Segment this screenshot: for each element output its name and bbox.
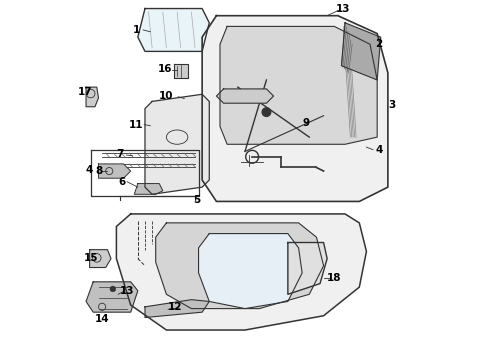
- Polygon shape: [173, 64, 188, 78]
- Polygon shape: [288, 243, 327, 294]
- Text: 1: 1: [132, 25, 140, 35]
- Text: 4: 4: [86, 165, 93, 175]
- Text: 15: 15: [83, 253, 98, 263]
- Text: 10: 10: [159, 91, 173, 101]
- Polygon shape: [145, 300, 209, 318]
- Text: 18: 18: [327, 273, 342, 283]
- Polygon shape: [202, 16, 388, 202]
- Text: 5: 5: [193, 195, 200, 204]
- Text: 11: 11: [129, 120, 143, 130]
- Circle shape: [110, 286, 116, 292]
- Polygon shape: [198, 234, 302, 309]
- Text: 2: 2: [375, 39, 383, 49]
- Polygon shape: [98, 164, 131, 178]
- Text: 12: 12: [168, 302, 183, 312]
- Text: 7: 7: [116, 149, 123, 159]
- Text: 9: 9: [302, 118, 309, 128]
- Polygon shape: [217, 89, 273, 103]
- Polygon shape: [145, 94, 209, 194]
- Circle shape: [262, 108, 270, 116]
- Polygon shape: [156, 223, 323, 309]
- Text: 3: 3: [388, 100, 395, 110]
- Text: 8: 8: [95, 166, 102, 176]
- Text: 6: 6: [118, 177, 125, 187]
- Polygon shape: [117, 214, 367, 330]
- Polygon shape: [86, 282, 138, 312]
- Text: 16: 16: [157, 64, 172, 74]
- Text: 13: 13: [336, 4, 350, 14]
- Text: 13: 13: [120, 286, 134, 296]
- Polygon shape: [342, 23, 381, 80]
- Text: 14: 14: [95, 314, 109, 324]
- Text: 17: 17: [77, 87, 92, 98]
- Polygon shape: [134, 184, 163, 194]
- Polygon shape: [90, 249, 111, 267]
- Polygon shape: [220, 26, 377, 144]
- Polygon shape: [138, 9, 209, 51]
- Polygon shape: [86, 87, 98, 107]
- Text: 4: 4: [375, 145, 383, 155]
